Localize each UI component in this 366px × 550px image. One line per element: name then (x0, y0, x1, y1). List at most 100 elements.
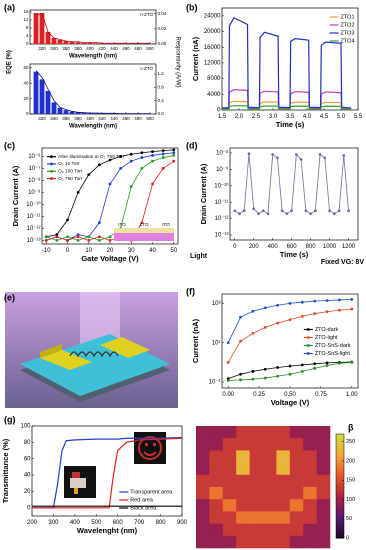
heatmap-cell (276, 523, 291, 537)
heatmap-cell (289, 462, 304, 476)
x-tick-label: 400 (70, 520, 81, 526)
heatmap-cell (209, 450, 224, 463)
marker (239, 378, 242, 382)
colorbar-segment (336, 456, 344, 459)
x-tick-label: 0.00 (222, 392, 234, 398)
marker (151, 150, 154, 154)
marker (97, 238, 101, 242)
colorbar-frame (335, 433, 345, 539)
x-axis-label: Wavelength (nm) (69, 54, 117, 60)
x-tick-label: 480 (134, 46, 142, 51)
heatmap-cell (303, 499, 317, 512)
heatmap-cell (289, 487, 304, 500)
marker (161, 149, 165, 153)
heatmap-cell (249, 535, 264, 549)
x-tick-label: 300 (48, 520, 59, 526)
heatmap-cell (263, 462, 277, 476)
heatmap-cell (209, 426, 224, 439)
marker (76, 238, 80, 242)
colorbar-segment (336, 503, 344, 506)
y-tick-label: 10⁻⁶ (28, 153, 41, 160)
heatmap-cell (276, 499, 291, 512)
heatmap-cell (316, 523, 331, 537)
y-axis-label: Current (nA) (191, 36, 200, 81)
marker (76, 233, 80, 237)
marker (129, 185, 133, 189)
heatmap-cell (263, 511, 277, 524)
x-tick-label: 0.50 (284, 392, 296, 398)
line (221, 17, 352, 109)
marker (239, 315, 242, 319)
colorbar-segment (336, 510, 344, 513)
legend-marker (306, 352, 310, 355)
y2-tick-label: 0.04 (158, 11, 167, 16)
heatmap-cell (316, 535, 331, 549)
heatmap-cell (249, 462, 264, 476)
marker (55, 238, 59, 242)
x-tick-label: 440 (110, 46, 118, 51)
marker (276, 303, 280, 307)
marker (66, 218, 69, 222)
marker (151, 159, 154, 163)
heatmap-cell (209, 499, 224, 512)
heatmap-cell (196, 535, 210, 549)
x-tick-label: 200 (249, 244, 260, 250)
marker (263, 306, 267, 310)
panel-label: (f) (186, 286, 195, 296)
heatmap-cell (276, 438, 291, 451)
heatmap-cell (209, 474, 224, 488)
marker (338, 298, 341, 302)
device-illustration (5, 292, 178, 408)
y-axis-label: Current (nA) (191, 318, 200, 363)
colorbar-segment (336, 517, 344, 520)
legend-label: O₂ 760 Torr (58, 176, 83, 182)
heatmap-cell (196, 462, 210, 476)
bar (93, 43, 99, 44)
bar (57, 107, 63, 114)
marker (87, 173, 91, 177)
y-tick-label: 10⁻¹² (215, 216, 229, 222)
marker (108, 235, 112, 239)
x-tick-label: 360 (62, 116, 70, 121)
heatmap-cell (196, 511, 210, 524)
y-tick-label: 10⁻¹⁰ (214, 182, 229, 189)
marker (251, 331, 255, 335)
colorbar-segment (336, 463, 344, 466)
y-tick-label: 10⁻¹¹ (215, 200, 229, 206)
pixel-art-rooster (64, 466, 96, 498)
pixel (143, 451, 157, 456)
marker (313, 312, 317, 316)
colorbar-tick-label: 50 (346, 516, 352, 522)
bar (69, 111, 75, 114)
x-axis-label: Voltage (V) (271, 398, 310, 407)
heatmap-cell (222, 499, 237, 512)
heatmap-cell (249, 487, 264, 500)
colorbar-segment (336, 444, 344, 447)
marker (161, 152, 165, 156)
x-axis-label: Time (s) (276, 120, 305, 129)
line (46, 155, 174, 241)
y-tick-label: 10⁻¹⁰ (26, 201, 41, 208)
heatmap-cell (222, 426, 237, 439)
colorbar-segment (336, 486, 344, 489)
y-tick-label: 10¹ (212, 340, 221, 346)
x-axis-label: Wavelenght (nm) (77, 526, 138, 535)
marker (257, 212, 260, 216)
colorbar-segment (336, 473, 344, 477)
y-tick-label: 10⁻¹ (209, 380, 221, 386)
bar (93, 113, 99, 114)
colorbar-segment (336, 522, 344, 525)
marker (55, 235, 59, 239)
colorbar-segment (336, 501, 344, 504)
marker (276, 321, 280, 325)
x-axis-label: Wavelength (nm) (69, 124, 117, 130)
colorbar-segment (336, 531, 344, 534)
colorbar-segment (336, 484, 344, 487)
colorbar-segment (336, 489, 344, 492)
colorbar-segment (336, 460, 344, 463)
marker (276, 156, 279, 160)
colorbar-segment (336, 461, 344, 464)
x-tick-label: 480 (134, 116, 142, 121)
heatmap-cell (196, 450, 210, 463)
heatmap-cell (209, 462, 224, 476)
